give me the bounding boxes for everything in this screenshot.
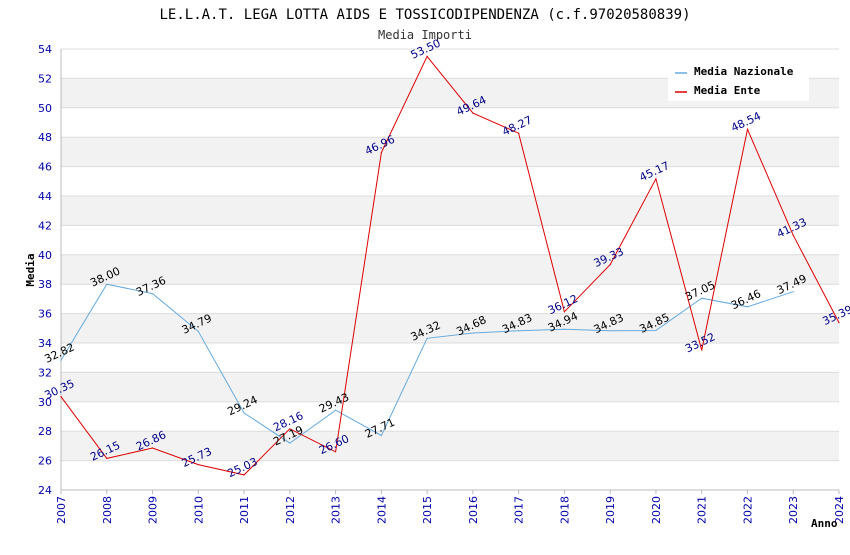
x-tick-label: 2019	[604, 496, 617, 524]
data-label: 36.46	[729, 287, 763, 312]
axes	[60, 49, 839, 491]
legend: Media Nazionale Media Ente	[668, 61, 809, 101]
grid-band	[61, 196, 839, 226]
y-tick-label: 38	[38, 278, 52, 291]
x-tick-label: 2015	[421, 496, 434, 524]
y-tick-label: 36	[38, 308, 52, 321]
grid-band	[61, 431, 839, 461]
x-axis-label: Anno	[811, 517, 838, 530]
y-tick-label: 48	[38, 131, 52, 144]
y-tick-label: 26	[38, 455, 52, 468]
grid-band	[61, 254, 839, 285]
chart-title: LE.L.A.T. LEGA LOTTA AIDS E TOSSICODIPEN…	[159, 7, 690, 23]
data-point	[289, 442, 291, 444]
x-tick-label: 2009	[147, 496, 160, 524]
data-point	[609, 264, 611, 266]
data-point	[792, 234, 794, 236]
data-point	[472, 112, 474, 114]
data-point	[334, 409, 337, 411]
x-axis-ticks: 2007 2008 2009 2010 2011 2012 2013 2014 2015 2016…	[55, 490, 846, 524]
data-point	[792, 291, 794, 293]
x-tick-label: 2008	[101, 496, 114, 524]
grid-band	[61, 313, 839, 343]
data-point	[197, 330, 199, 332]
y-tick-label: 24	[38, 484, 52, 497]
x-tick-label: 2013	[330, 496, 343, 524]
data-point	[701, 349, 703, 351]
y-tick-label: 46	[38, 161, 52, 174]
y-tick-label: 54	[38, 43, 52, 56]
data-point	[243, 474, 245, 476]
y-tick-label: 28	[38, 425, 52, 438]
y-axis-label: Media	[24, 253, 37, 286]
data-label: 48.54	[729, 110, 763, 135]
legend-label-media-nazionale: Media Nazionale	[694, 65, 794, 78]
data-point	[151, 447, 154, 449]
data-point	[518, 132, 520, 134]
series-line-media-ente	[60, 55, 840, 476]
y-tick-label: 34	[38, 337, 52, 350]
data-point	[243, 412, 245, 414]
data-point	[426, 337, 428, 339]
data-point	[746, 306, 749, 308]
data-point	[563, 328, 566, 330]
data-point	[60, 396, 62, 398]
data-point	[701, 297, 703, 299]
x-tick-label: 2010	[192, 496, 205, 524]
data-point	[838, 321, 840, 324]
data-point	[655, 178, 657, 180]
data-point	[151, 293, 154, 295]
data-point	[426, 55, 428, 57]
x-tick-label: 2014	[375, 496, 388, 524]
grid-band	[61, 137, 839, 167]
data-point	[60, 359, 62, 361]
data-label: 48.27	[500, 114, 534, 139]
series-lines	[60, 55, 840, 476]
x-tick-label: 2017	[513, 496, 526, 524]
x-tick-label: 2020	[650, 496, 663, 524]
legend-label-media-ente: Media Ente	[694, 84, 761, 97]
data-point	[563, 311, 566, 313]
x-tick-label: 2011	[238, 496, 251, 524]
data-point	[334, 451, 337, 453]
x-tick-label: 2022	[741, 496, 754, 524]
data-point	[197, 463, 199, 466]
data-point	[609, 330, 611, 332]
data-point	[106, 457, 108, 459]
legend-box	[668, 61, 809, 101]
data-point	[746, 128, 749, 130]
x-tick-label: 2012	[284, 496, 297, 524]
y-tick-label: 40	[38, 249, 52, 262]
y-tick-label: 50	[38, 102, 52, 115]
y-tick-label: 30	[38, 396, 52, 409]
grid-lines	[61, 48, 839, 491]
data-point	[472, 332, 474, 334]
data-point	[518, 330, 520, 332]
x-tick-label: 2018	[558, 496, 571, 524]
data-point	[380, 151, 382, 154]
series-line-media-nazionale	[60, 283, 794, 444]
x-tick-label: 2007	[55, 496, 68, 524]
x-tick-label: 2021	[696, 496, 709, 524]
data-point	[655, 329, 657, 332]
y-tick-label: 42	[38, 219, 52, 232]
x-tick-label: 2024	[833, 496, 846, 524]
grid-bands	[61, 78, 839, 461]
y-tick-label: 32	[38, 366, 52, 379]
x-tick-label: 2023	[787, 496, 800, 524]
grid-band	[61, 372, 839, 402]
y-axis-ticks: 24 26 28 30 32 34 36 38 40 42 44 46 48 50 52 54	[38, 43, 52, 497]
y-tick-label: 44	[38, 190, 52, 203]
data-point	[106, 283, 108, 285]
x-tick-label: 2016	[467, 496, 480, 524]
data-point	[380, 434, 382, 437]
data-point	[289, 428, 291, 430]
chart-subtitle: Media Importi	[378, 28, 472, 42]
y-tick-label: 52	[38, 72, 52, 85]
